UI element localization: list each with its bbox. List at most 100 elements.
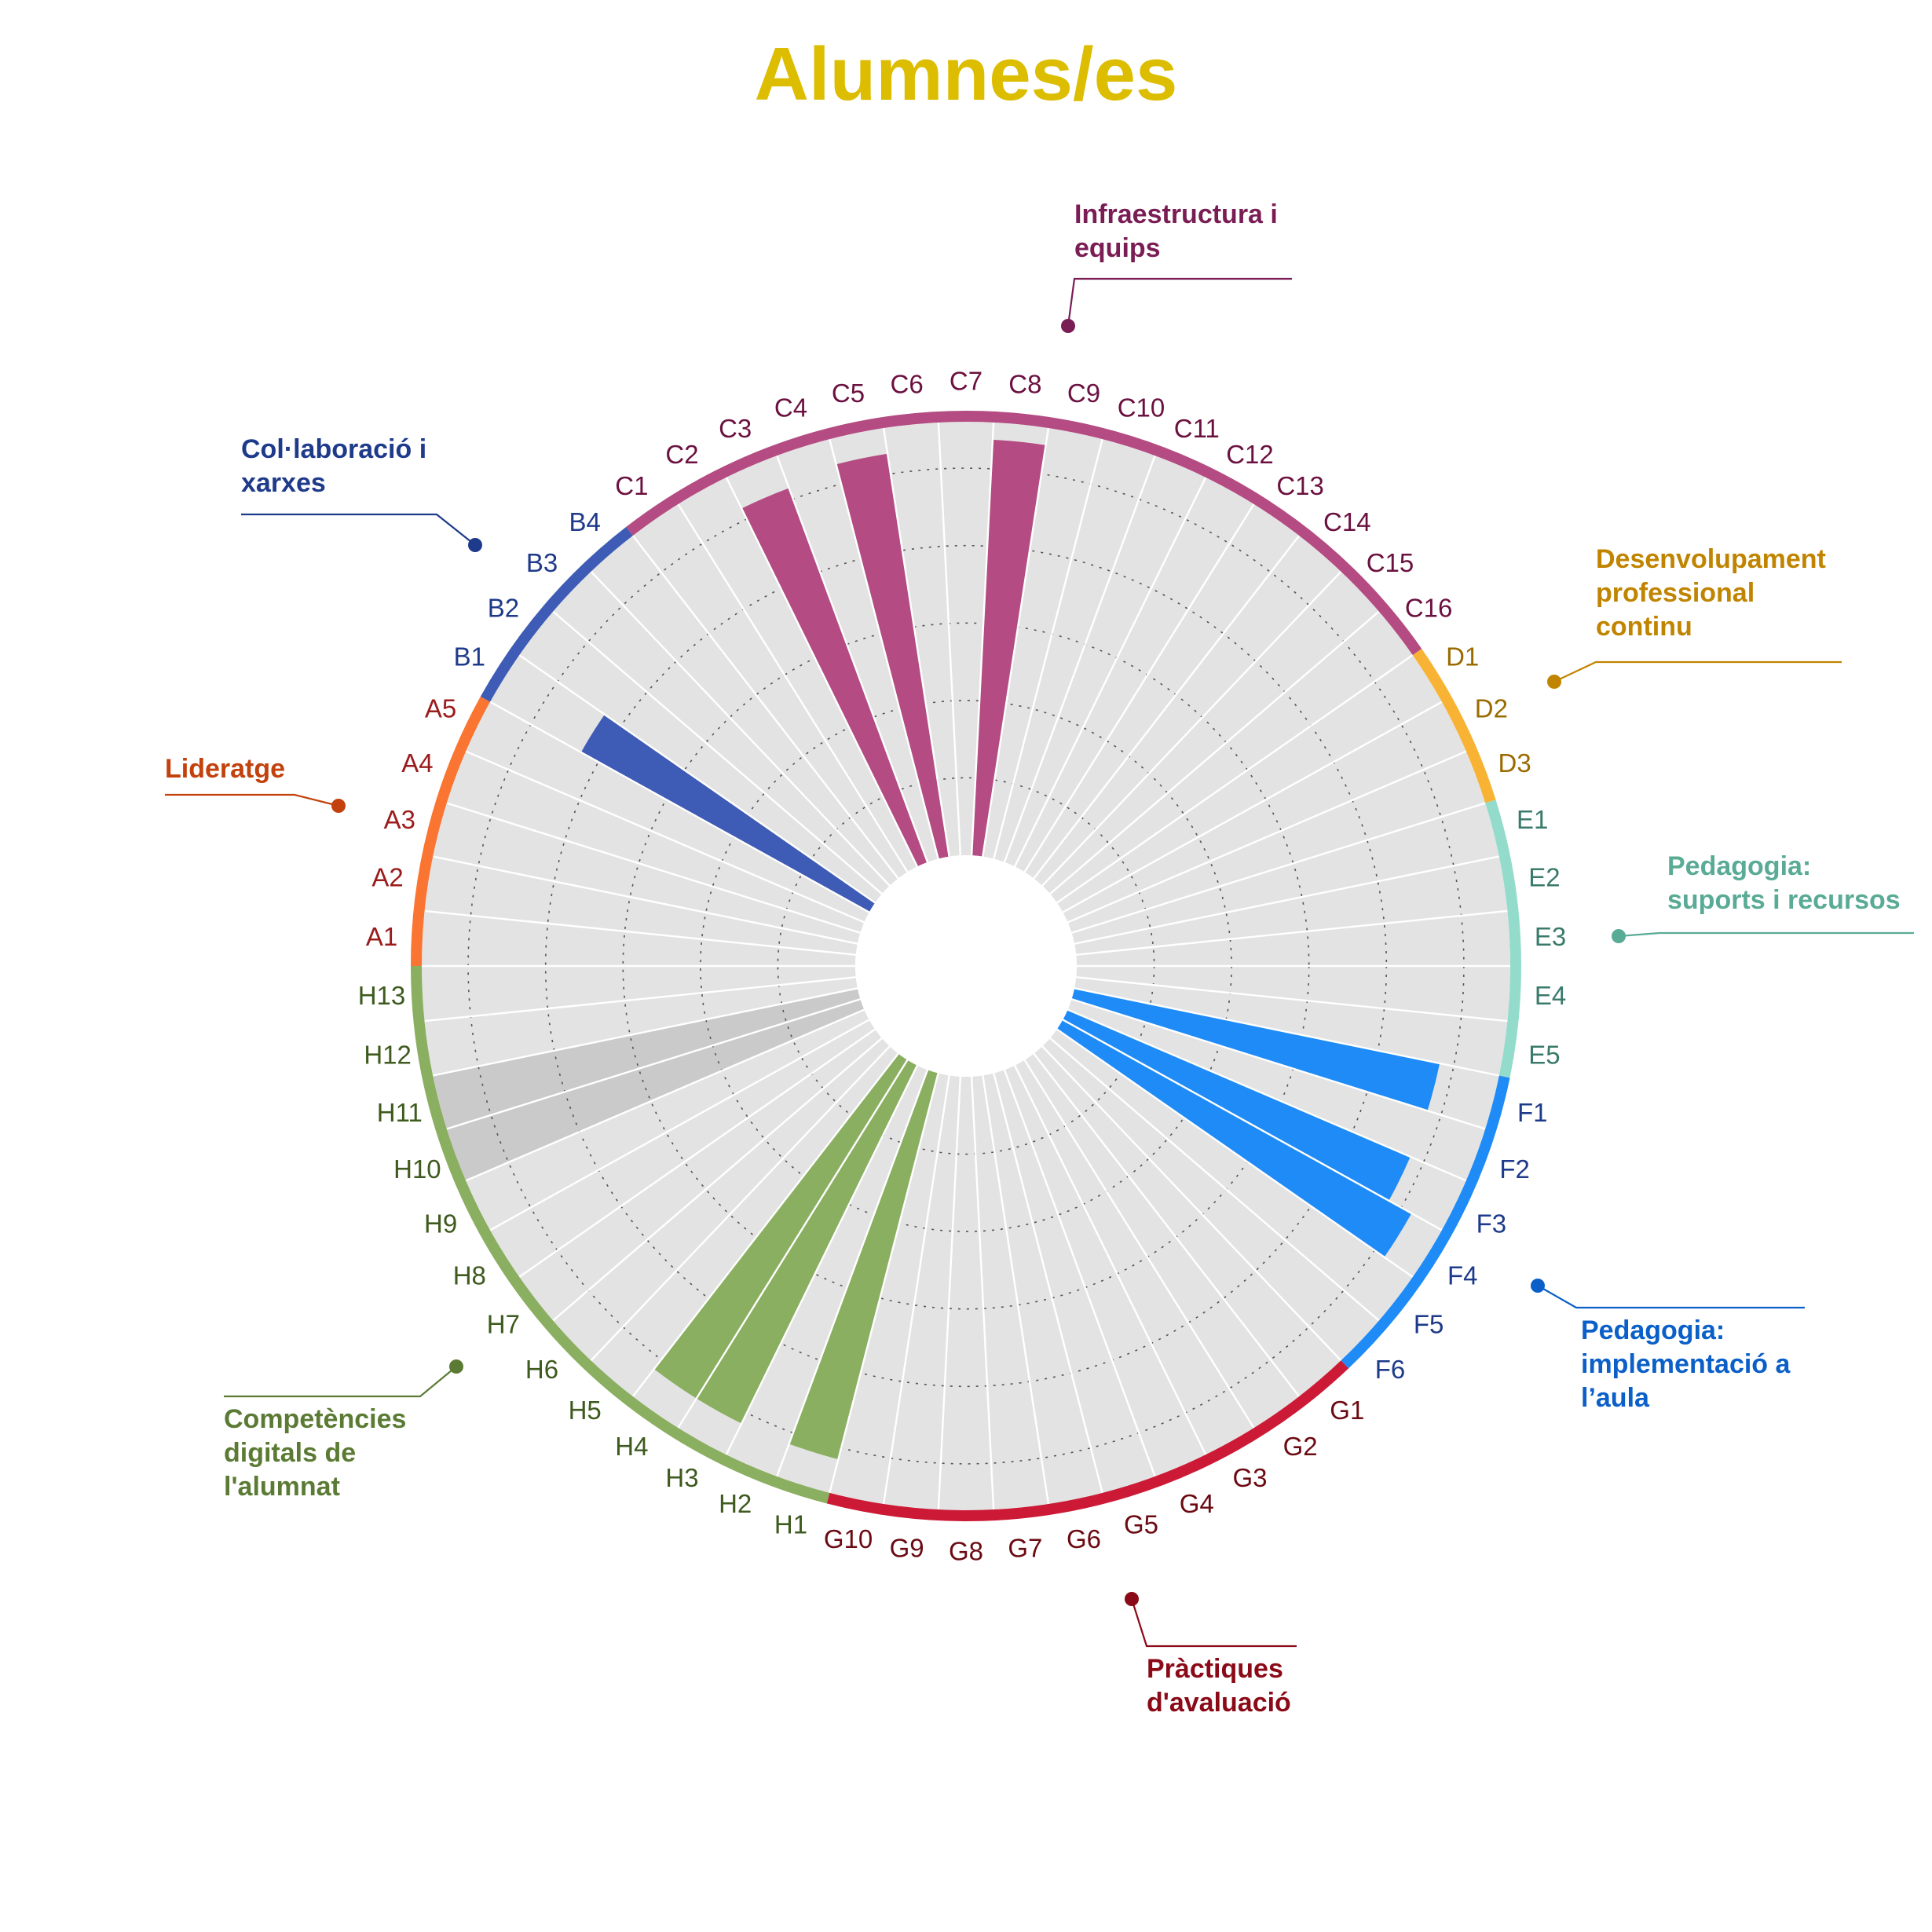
item-label-c13: C13 xyxy=(1276,471,1324,500)
background-bar-b4 xyxy=(591,535,898,886)
bar-separator xyxy=(1048,610,1381,896)
background-bar-c15 xyxy=(1042,571,1379,895)
item-label-e5: E5 xyxy=(1528,1040,1560,1069)
background-bar-h12 xyxy=(424,977,858,1076)
value-bar-h4 xyxy=(653,1053,908,1399)
bar-separator xyxy=(1066,1008,1468,1182)
bar-separator xyxy=(725,476,919,869)
background-bar-a2 xyxy=(424,856,858,955)
value-bar-b1 xyxy=(580,714,876,913)
item-label-f5: F5 xyxy=(1414,1310,1444,1339)
bar-separator xyxy=(423,909,858,957)
bar-separator xyxy=(1055,1027,1414,1279)
background-bar-h10 xyxy=(446,999,865,1181)
category-ring-e xyxy=(1485,800,1521,1078)
item-label-b2: B2 xyxy=(488,594,519,623)
item-label-h6: H6 xyxy=(525,1355,558,1384)
item-label-c3: C3 xyxy=(719,414,752,443)
value-bar-f3 xyxy=(1063,1009,1411,1201)
bar-separator xyxy=(828,437,940,861)
item-label-b4: B4 xyxy=(569,507,601,536)
item-label-c15: C15 xyxy=(1367,548,1414,577)
bar-separator xyxy=(937,1074,962,1511)
bar-separator xyxy=(445,802,862,935)
item-label-h12: H12 xyxy=(364,1040,412,1069)
category-ring-c xyxy=(626,411,1422,656)
background-bar-c16 xyxy=(1049,611,1413,903)
bar-separator xyxy=(1023,503,1256,874)
item-label-b1: B1 xyxy=(454,642,485,671)
callout-dot-h xyxy=(449,1359,463,1374)
callout-dot-c xyxy=(1061,319,1075,333)
chart-title: Alumnes/es xyxy=(754,32,1178,116)
item-label-f3: F3 xyxy=(1476,1209,1507,1239)
background-bar-a5 xyxy=(466,701,869,923)
background-bar-e4 xyxy=(1076,966,1510,1022)
bar-separator xyxy=(1072,986,1501,1077)
callout-dot-g xyxy=(1125,1592,1139,1606)
bar-separator xyxy=(1048,1036,1381,1322)
bar-separator xyxy=(488,1018,872,1231)
background-bar-c9 xyxy=(982,427,1103,859)
callout-dot-b xyxy=(468,538,482,552)
category-ring-h xyxy=(411,965,830,1504)
item-label-c9: C9 xyxy=(1067,379,1100,408)
item-label-h3: H3 xyxy=(665,1463,698,1492)
value-bar-c3 xyxy=(741,488,928,867)
value-bar-f1 xyxy=(1071,988,1440,1111)
bar-separator xyxy=(828,1071,940,1495)
bar-separator xyxy=(464,750,866,924)
item-label-c16: C16 xyxy=(1405,594,1453,623)
bar-separator xyxy=(423,975,858,1023)
bar-separator xyxy=(937,421,962,858)
item-label-a2: A2 xyxy=(371,863,403,892)
background-bar-d3 xyxy=(1067,751,1486,933)
item-label-h8: H8 xyxy=(453,1261,486,1290)
background-bar-g5 xyxy=(993,1070,1155,1493)
background-bar-h5 xyxy=(591,1046,898,1397)
background-bar-e1 xyxy=(1071,803,1499,944)
callout-line-a xyxy=(165,793,339,807)
bar-separator xyxy=(1066,750,1468,924)
callout-line-d xyxy=(1553,660,1842,682)
item-label-g3: G3 xyxy=(1232,1463,1267,1492)
bar-separator xyxy=(431,986,860,1077)
background-bar-g3 xyxy=(1015,1059,1254,1455)
background-bar-d1 xyxy=(1056,655,1442,913)
bar-separator xyxy=(589,1044,892,1362)
item-label-h5: H5 xyxy=(569,1396,602,1425)
bar-separator xyxy=(970,421,995,858)
bar-separator xyxy=(992,437,1104,861)
bar-separator xyxy=(1060,701,1444,914)
bar-separator xyxy=(676,503,909,874)
inner-hole xyxy=(855,855,1077,1077)
item-label-g4: G4 xyxy=(1180,1489,1214,1518)
background-bar-b2 xyxy=(519,611,883,903)
background-bar-h8 xyxy=(490,1019,876,1277)
item-label-h7: H7 xyxy=(487,1310,520,1339)
bar-separator xyxy=(1040,1044,1343,1362)
background-bar-g2 xyxy=(1024,1053,1300,1429)
bar-separator xyxy=(1013,1063,1207,1456)
callout-dot-e xyxy=(1612,929,1626,943)
category-ring-f xyxy=(1341,1075,1510,1369)
item-label-e4: E4 xyxy=(1535,981,1566,1010)
item-label-h4: H4 xyxy=(615,1432,648,1461)
item-label-h1: H1 xyxy=(774,1509,807,1539)
item-label-f4: F4 xyxy=(1447,1261,1478,1290)
item-label-f6: F6 xyxy=(1375,1355,1406,1384)
item-label-g9: G9 xyxy=(890,1534,924,1563)
item-label-a4: A4 xyxy=(401,748,433,778)
callout-dot-f xyxy=(1531,1279,1545,1293)
background-bar-c13 xyxy=(1024,503,1300,879)
item-label-b3: B3 xyxy=(526,548,558,577)
item-label-d2: D2 xyxy=(1475,693,1508,723)
background-bar-h6 xyxy=(553,1037,890,1361)
background-bar-g7 xyxy=(971,1075,1048,1510)
category-label-a: Lideratge xyxy=(165,754,285,784)
item-label-a5: A5 xyxy=(425,693,456,723)
item-label-e1: E1 xyxy=(1517,805,1548,834)
background-bar-b3 xyxy=(553,571,890,895)
bar-separator xyxy=(992,1071,1104,1495)
background-bar-f2 xyxy=(1067,999,1486,1181)
